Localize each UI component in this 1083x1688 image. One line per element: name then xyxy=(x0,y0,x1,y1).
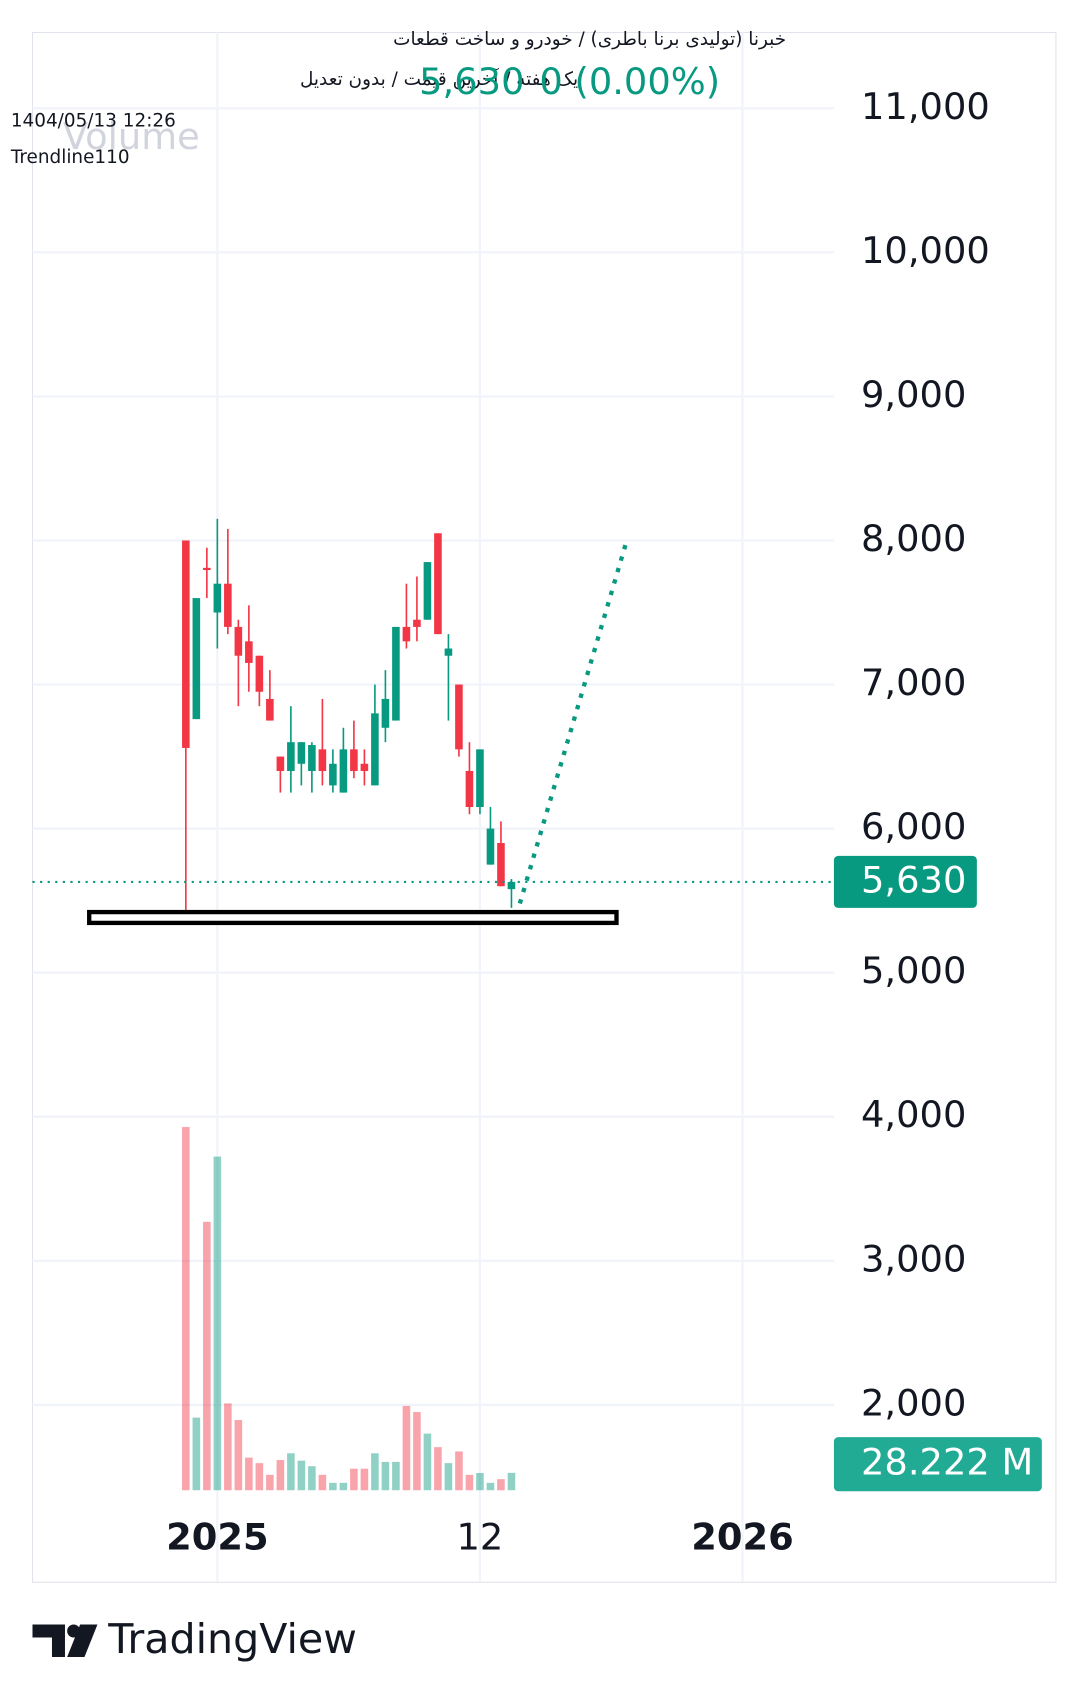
candle-body xyxy=(476,749,484,807)
header-line: یک هفته / آخرین قیمت / بدون تعدیل xyxy=(300,67,578,90)
candle-body xyxy=(402,626,411,642)
y-tick-label: 8,000 xyxy=(861,517,966,560)
trendline xyxy=(517,542,629,905)
y-tick-label: 9,000 xyxy=(861,373,966,416)
candle-body xyxy=(224,583,232,627)
candle-body xyxy=(497,843,505,887)
volume-bar xyxy=(308,1466,316,1491)
volume-bar xyxy=(224,1403,232,1491)
volume-label: 28.222 M xyxy=(861,1441,1033,1484)
candle-body xyxy=(371,713,379,786)
candle-body xyxy=(465,770,474,807)
candle-body xyxy=(287,742,295,771)
candle-body xyxy=(360,763,369,771)
header-change: 0 (0.00%) xyxy=(539,60,720,103)
y-tick-label: 6,000 xyxy=(861,805,966,848)
y-tick-label: 3,000 xyxy=(861,1237,966,1280)
volume-bar xyxy=(329,1482,337,1491)
volume-bar xyxy=(318,1474,327,1491)
candle-body xyxy=(255,655,264,692)
y-tick-label: 2,000 xyxy=(861,1381,966,1424)
support-zone xyxy=(87,909,619,926)
candle-body xyxy=(434,533,442,635)
volume-bar xyxy=(245,1457,253,1491)
frame xyxy=(31,31,1057,1583)
price-label-box xyxy=(833,855,977,908)
candle-body xyxy=(444,648,453,656)
volume-bar xyxy=(455,1451,463,1491)
volume-bar xyxy=(465,1474,474,1491)
volume-bar xyxy=(192,1417,201,1491)
candle-body xyxy=(329,763,337,786)
candle-body xyxy=(455,684,463,750)
header-line: خبرنا (تولیدی برنا باطری) / خودرو و ساخت… xyxy=(393,29,786,50)
candle-body xyxy=(182,540,190,748)
candle-body xyxy=(297,742,306,764)
candle-body xyxy=(392,626,400,721)
candle-body xyxy=(234,626,243,656)
candle-body xyxy=(266,698,274,721)
candle-body xyxy=(423,562,432,620)
legend-ghost: Volume xyxy=(63,115,200,158)
volume-bar xyxy=(255,1463,264,1491)
candle-body xyxy=(339,749,348,793)
candle-body xyxy=(381,698,390,728)
price-label: 5,630 xyxy=(861,858,966,901)
volume-bar xyxy=(266,1474,274,1491)
x-tick-label: 2025 xyxy=(166,1515,268,1558)
y-tick-label: 4,000 xyxy=(861,1093,966,1136)
candle-body xyxy=(213,583,222,613)
volume-bar xyxy=(381,1461,390,1491)
volume-bar xyxy=(203,1221,211,1491)
candle-body xyxy=(318,749,327,771)
candle-body xyxy=(350,749,358,771)
volume-bar xyxy=(234,1420,243,1491)
candle-body xyxy=(413,619,421,627)
volume-bar xyxy=(182,1127,190,1491)
volume-bar xyxy=(423,1433,432,1491)
volume-bar xyxy=(486,1482,495,1491)
y-tick-label: 7,000 xyxy=(861,661,966,704)
header-price: 5,630 xyxy=(419,60,524,103)
volume-bar xyxy=(444,1463,453,1491)
candle-body xyxy=(245,641,253,663)
volume-bar xyxy=(402,1405,411,1491)
y-tick-label: 5,000 xyxy=(861,949,966,992)
volume-bar xyxy=(350,1468,358,1491)
volume-bar xyxy=(360,1468,369,1491)
volume-bar xyxy=(434,1447,442,1491)
volume-bar xyxy=(213,1156,222,1491)
logo xyxy=(32,1624,98,1658)
watermark: TradingView xyxy=(107,1615,357,1663)
volume-bar xyxy=(276,1460,285,1491)
x-tick-label: 12 xyxy=(457,1515,504,1558)
candle-body xyxy=(276,756,285,771)
y-tick-label: 11,000 xyxy=(861,85,990,128)
volume-bar xyxy=(507,1472,516,1491)
volume-bar xyxy=(287,1453,295,1491)
volume-bar xyxy=(371,1453,379,1491)
candle-body xyxy=(203,567,211,571)
volume-bar xyxy=(497,1479,505,1491)
volume-bar xyxy=(297,1460,306,1491)
candle-body xyxy=(308,745,316,771)
header-line: 1404/05/13 12:26 xyxy=(11,110,176,131)
candle-body xyxy=(486,828,495,865)
x-tick-label: 2026 xyxy=(691,1515,793,1558)
candle-body xyxy=(507,881,516,890)
header-line: Trendline110 xyxy=(10,147,130,168)
volume-bar xyxy=(413,1412,421,1491)
volume-label-box xyxy=(833,1437,1042,1492)
volume-bar xyxy=(339,1482,348,1491)
volume-bar xyxy=(392,1461,400,1491)
candle-body xyxy=(192,598,201,720)
volume-bar xyxy=(476,1472,484,1491)
y-tick-label: 10,000 xyxy=(861,229,990,272)
